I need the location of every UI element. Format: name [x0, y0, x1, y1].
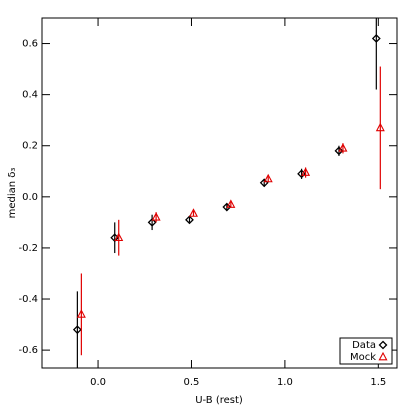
x-tick-label: 0.5 [184, 377, 200, 388]
y-tick-label: 0.4 [22, 90, 38, 101]
diamond-marker [334, 146, 344, 156]
triangle-marker [188, 208, 198, 217]
y-tick-label: 0.6 [22, 39, 38, 50]
triangle-marker [338, 143, 348, 152]
plot-area [72, 18, 385, 368]
diamond-marker [371, 34, 381, 43]
y-tick-label: -0.6 [18, 345, 38, 356]
triangle-marker [76, 309, 86, 318]
x-tick-label: 1.5 [370, 377, 386, 388]
diamond-marker [222, 202, 232, 212]
legend-label: Data [352, 340, 376, 351]
diamond-marker [378, 340, 388, 350]
triangle-marker [301, 167, 311, 176]
triangle-marker [114, 232, 124, 242]
legend-label: Mock [350, 352, 376, 363]
y-tick-label: -0.4 [18, 294, 38, 305]
y-tick-label: 0.2 [22, 141, 38, 152]
x-axis-label: U-B (rest) [195, 395, 243, 406]
y-tick-label: 0.0 [22, 192, 38, 203]
triangle-marker [226, 199, 236, 208]
diamond-marker [147, 217, 157, 227]
diamond-marker [185, 215, 194, 225]
y-tick-label: -0.2 [18, 243, 38, 254]
triangle-marker [378, 351, 388, 361]
triangle-marker [375, 122, 385, 132]
triangle-marker [151, 212, 161, 221]
y-axis-label: median δ₃ [7, 168, 18, 219]
triangle-marker [263, 173, 273, 183]
x-tick-label: 0.0 [90, 377, 106, 388]
diamond-marker [72, 325, 82, 335]
x-tick-label: 1.0 [277, 377, 293, 388]
plot-frame [41, 17, 398, 369]
